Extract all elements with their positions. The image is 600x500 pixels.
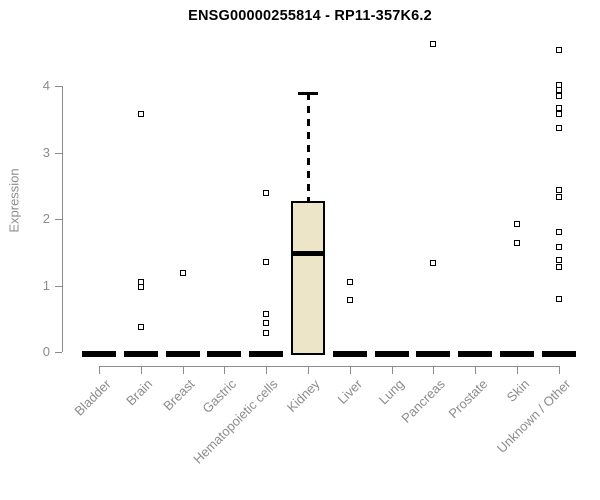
y-axis-tick — [55, 352, 62, 353]
zero-median-bar — [123, 351, 158, 357]
x-axis-category-label: Liver — [334, 376, 365, 407]
x-axis-line — [99, 366, 560, 367]
outlier-point — [555, 193, 562, 200]
outlier-point — [514, 240, 520, 247]
y-axis-tick — [55, 219, 62, 221]
x-axis-tick — [224, 366, 226, 374]
zero-median-bar — [165, 351, 200, 357]
zero-median-bar — [374, 351, 409, 357]
whisker-line — [306, 93, 310, 202]
zero-median-bar — [332, 351, 367, 357]
y-axis-tick — [55, 285, 62, 287]
zero-median-bar — [82, 351, 116, 357]
x-axis-category-label: Pancreas — [398, 376, 449, 426]
x-axis-tick — [391, 366, 393, 374]
box-interquartile — [291, 201, 325, 355]
x-axis-tick — [140, 366, 142, 374]
outlier-point — [263, 259, 270, 266]
outlier-point — [137, 110, 144, 117]
x-axis-tick — [475, 366, 477, 374]
y-axis-tick-label: 0 — [42, 344, 50, 359]
outlier-point — [555, 295, 562, 302]
zero-median-bar — [541, 351, 576, 357]
outlier-point — [555, 244, 562, 251]
outlier-point — [555, 264, 562, 270]
zero-median-bar — [500, 351, 534, 357]
outlier-point — [263, 319, 270, 326]
x-axis-category-label: Bladder — [71, 376, 114, 419]
y-axis-tick — [55, 86, 62, 88]
outlier-point — [514, 220, 520, 227]
x-axis-tick — [517, 366, 518, 374]
x-axis-category-label: Unknown / Other — [494, 376, 574, 456]
outlier-point — [555, 92, 562, 99]
whisker-cap — [298, 92, 318, 96]
outlier-point — [555, 105, 562, 112]
x-axis-category-label: Prostate — [445, 376, 491, 422]
y-axis-title: Expression — [6, 168, 22, 233]
outlier-point — [137, 323, 144, 330]
outlier-point — [555, 186, 562, 193]
y-axis-tick — [55, 152, 62, 154]
y-axis-tick-label: 1 — [42, 277, 50, 293]
x-axis-category-label: Hematopoietic cells — [190, 376, 282, 467]
x-axis-tick — [433, 366, 435, 374]
outlier-point — [555, 229, 562, 236]
outlier-point — [137, 283, 144, 290]
outlier-point — [263, 329, 270, 336]
x-axis-category-label: Kidney — [284, 376, 323, 416]
box-median-line — [291, 250, 325, 256]
x-axis-category-label: Lung — [375, 376, 407, 408]
y-axis-tick-label: 3 — [42, 144, 50, 160]
x-axis-category-label: Skin — [503, 376, 532, 405]
outlier-point — [430, 40, 437, 47]
y-axis-line — [62, 86, 63, 352]
outlier-point — [346, 279, 353, 286]
zero-median-bar — [458, 351, 493, 357]
outlier-point — [263, 311, 270, 318]
outlier-point — [555, 46, 562, 53]
x-axis-tick — [308, 366, 309, 374]
outlier-point — [555, 256, 562, 263]
outlier-point — [346, 297, 353, 304]
chart-title: ENSG00000255814 - RP11-357K6.2 — [188, 8, 432, 24]
zero-median-bar — [207, 351, 242, 357]
zero-median-bar — [416, 351, 451, 357]
x-axis-category-label: Breast — [160, 376, 198, 414]
outlier-point — [555, 125, 562, 132]
zero-median-bar — [249, 351, 284, 357]
outlier-point — [179, 269, 186, 276]
x-axis-tick — [558, 366, 560, 374]
y-axis-tick-label: 4 — [42, 78, 50, 94]
outlier-point — [430, 260, 437, 267]
outlier-point — [555, 111, 562, 118]
y-axis-tick-label: 2 — [42, 211, 50, 227]
x-axis-tick — [349, 366, 351, 374]
x-axis-tick — [99, 366, 100, 374]
x-axis-category-label: Gastric — [199, 376, 240, 417]
x-axis-tick — [182, 366, 184, 374]
outlier-point — [263, 190, 270, 197]
x-axis-category-label: Brain — [123, 376, 156, 409]
x-axis-tick — [266, 366, 268, 374]
